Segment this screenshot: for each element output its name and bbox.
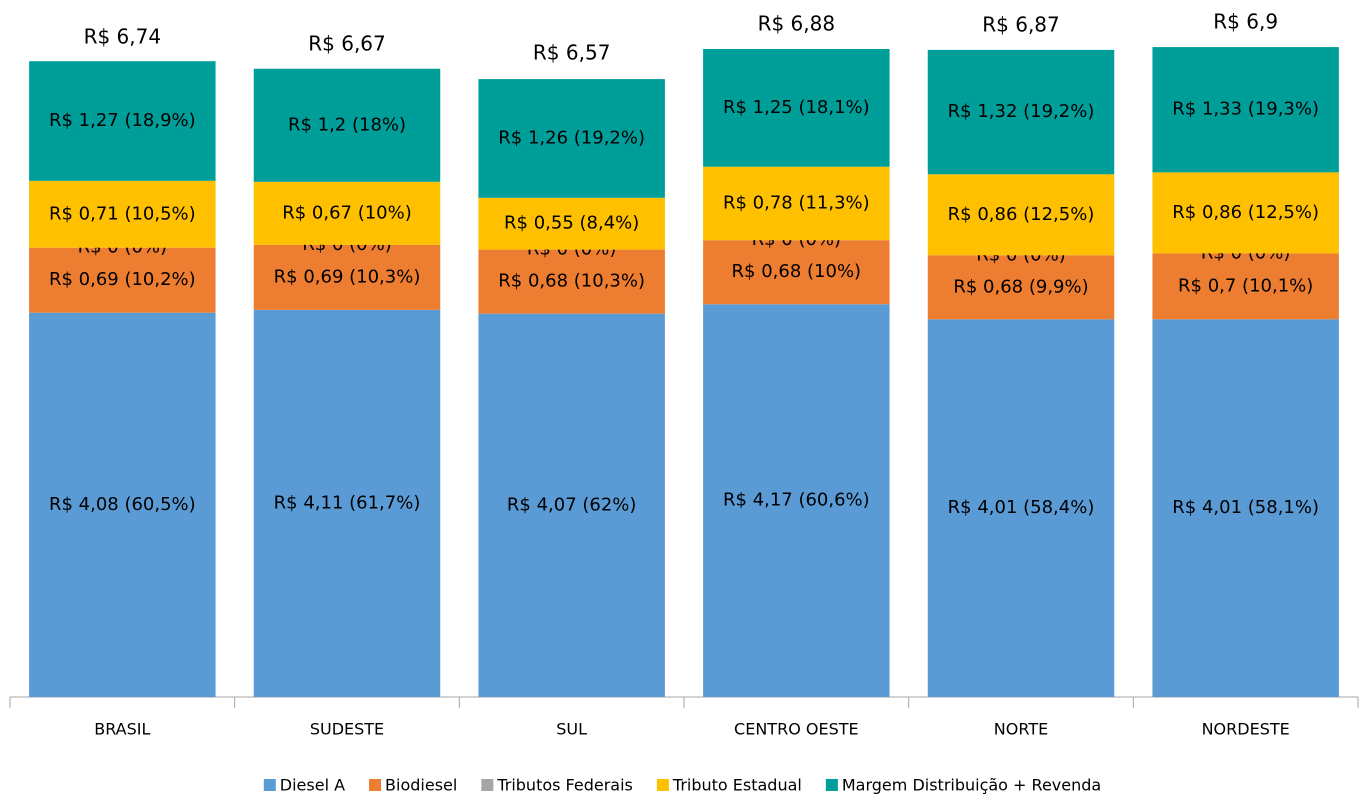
x-tick-label: SUL (556, 720, 587, 739)
data-label: R$ 4,01 (58,1%) (1172, 497, 1319, 518)
data-label: R$ 0,86 (12,5%) (1172, 202, 1319, 223)
data-label: R$ 4,08 (60,5%) (49, 494, 196, 515)
bar-segment (927, 174, 1115, 256)
data-label: R$ 0,69 (10,2%) (49, 269, 196, 290)
data-label: R$ 1,33 (19,3%) (1172, 99, 1319, 120)
bar-segment (29, 247, 216, 313)
legend-label: Diesel A (280, 776, 345, 795)
data-label: R$ 4,11 (61,7%) (274, 492, 421, 513)
bar-segment (703, 48, 890, 167)
bar-segment (927, 49, 1115, 175)
x-tick-label: NORDESTE (1202, 720, 1290, 739)
bar-segment (29, 180, 216, 248)
total-label: R$ 6,74 (84, 25, 162, 49)
total-label: R$ 6,67 (308, 31, 386, 55)
legend-label: Biodiesel (385, 776, 457, 795)
bar-segment (1152, 319, 1339, 697)
data-label: R$ 0,86 (12,5%) (948, 204, 1095, 225)
bar-segment (703, 304, 890, 697)
bar-segment (927, 319, 1115, 697)
bar-segment (29, 312, 216, 697)
x-tick-label: CENTRO OESTE (734, 720, 859, 739)
total-label: R$ 6,87 (982, 12, 1060, 36)
legend-label: Tributos Federais (496, 776, 633, 795)
bar-segment (253, 309, 441, 697)
legend-label: Tributo Estadual (672, 776, 802, 795)
legend-swatch (369, 779, 382, 791)
data-label: R$ 0,78 (11,3%) (723, 192, 870, 213)
data-label: R$ 0,7 (10,1%) (1178, 275, 1313, 296)
bar-segment (1152, 172, 1339, 254)
data-label: R$ 1,26 (19,2%) (498, 127, 645, 148)
data-label: R$ 1,25 (18,1%) (723, 97, 870, 118)
x-tick-label: SUDESTE (310, 720, 384, 739)
bar-segment (703, 166, 890, 241)
data-label: R$ 0,68 (10,3%) (498, 271, 645, 292)
total-label: R$ 6,57 (533, 41, 611, 65)
bar-segment (253, 181, 441, 245)
x-tick-label: BRASIL (94, 720, 150, 739)
data-label: R$ 4,17 (60,6%) (723, 490, 870, 511)
legend-label: Margem Distribuição + Revenda (842, 776, 1101, 795)
legend-swatch (263, 779, 276, 791)
bar-segment (1152, 253, 1339, 320)
data-label: R$ 4,01 (58,4%) (948, 497, 1095, 518)
bar-segment (478, 79, 665, 198)
bar-segment (703, 240, 890, 305)
data-label: R$ 1,2 (18%) (288, 114, 406, 135)
bar-segment (253, 68, 441, 182)
bar-segment (29, 61, 216, 181)
bar-segment (927, 255, 1115, 320)
bar-segment (478, 197, 665, 250)
data-label: R$ 1,27 (18,9%) (49, 110, 196, 131)
x-tick-label: NORTE (994, 720, 1048, 739)
data-label: R$ 1,32 (19,2%) (948, 101, 1095, 122)
data-label: R$ 0,55 (8,4%) (504, 213, 639, 234)
data-label: R$ 0,68 (9,9%) (953, 276, 1088, 297)
total-label: R$ 6,9 (1213, 10, 1278, 34)
data-label: R$ 4,07 (62%) (507, 494, 637, 515)
data-label: R$ 0,67 (10%) (282, 202, 412, 223)
bar-segment (1152, 47, 1339, 173)
bar-segment (478, 249, 665, 314)
data-label: R$ 0,71 (10,5%) (49, 203, 196, 224)
data-label: R$ 0,68 (10%) (732, 261, 862, 282)
legend-swatch (656, 779, 669, 791)
bar-segment (253, 244, 441, 310)
total-label: R$ 6,88 (758, 11, 836, 35)
legend-swatch (481, 779, 494, 791)
bar-segment (478, 313, 665, 697)
legend-swatch (825, 779, 838, 791)
data-label: R$ 0,69 (10,3%) (274, 266, 421, 287)
